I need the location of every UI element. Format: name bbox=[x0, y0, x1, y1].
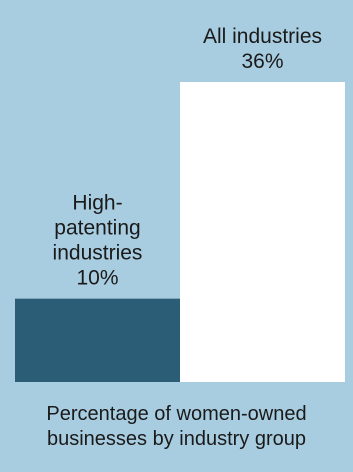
bar-all-industries bbox=[180, 82, 345, 382]
value-label: 36% bbox=[241, 50, 283, 73]
caption-line-2: businesses by industry group bbox=[46, 428, 307, 450]
category-label-line: All industries bbox=[203, 25, 322, 48]
bars-group bbox=[15, 82, 345, 382]
value-label: 10% bbox=[76, 267, 118, 290]
caption-line-1: Percentage of women-owned bbox=[46, 403, 307, 425]
chart-caption: Percentage of women-owned businesses by … bbox=[0, 402, 353, 452]
label-high-patenting: High-patenting industries 10% bbox=[53, 192, 143, 290]
category-label-line: industries bbox=[53, 242, 143, 265]
category-label-line: patenting bbox=[54, 217, 140, 240]
category-label-line: High- bbox=[72, 192, 122, 215]
bar-high-patenting bbox=[15, 298, 180, 382]
bar-labels-group: High-patenting industries 10% All industrie… bbox=[53, 25, 322, 290]
label-all-industries: All industries 36% bbox=[203, 25, 322, 73]
